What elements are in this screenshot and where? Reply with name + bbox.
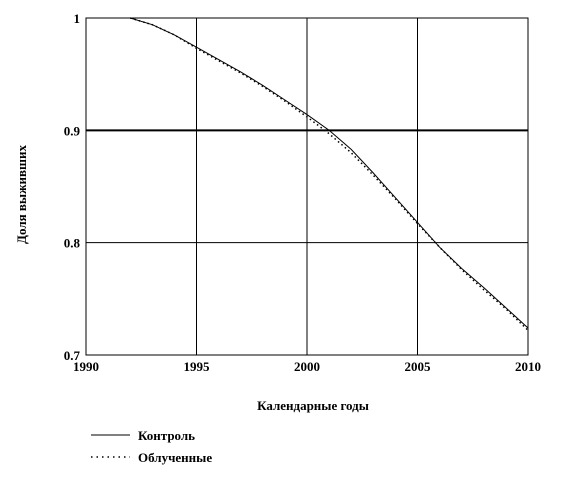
y-tick-label: 0.9 bbox=[64, 123, 81, 138]
y-tick-label: 0.7 bbox=[64, 348, 81, 363]
x-tick-label: 2000 bbox=[294, 359, 320, 374]
x-axis-title: Календарные годы bbox=[257, 398, 369, 413]
y-axis-title: Доля выживших bbox=[14, 145, 29, 244]
grid-lines bbox=[86, 18, 528, 355]
plot-frame bbox=[85, 17, 529, 356]
series-layer bbox=[129, 17, 529, 331]
legend-label-irradiated: Облученные bbox=[138, 450, 212, 465]
y-tick-labels: 0.7 0.8 0.9 1 bbox=[64, 11, 81, 363]
series-line-1 bbox=[129, 17, 529, 331]
x-tick-label: 1995 bbox=[184, 359, 211, 374]
x-tick-label: 2005 bbox=[405, 359, 432, 374]
x-tick-labels: 1990 1995 2000 2005 2010 bbox=[73, 359, 541, 374]
series-line-0 bbox=[130, 17, 529, 329]
x-tick-label: 2010 bbox=[515, 359, 541, 374]
legend-label-control: Контроль bbox=[138, 428, 195, 443]
y-tick-label: 0.8 bbox=[64, 236, 81, 251]
legend: Контроль Облученные bbox=[91, 428, 212, 465]
y-tick-label: 1 bbox=[74, 11, 81, 26]
x-tick-label: 1990 bbox=[73, 359, 99, 374]
